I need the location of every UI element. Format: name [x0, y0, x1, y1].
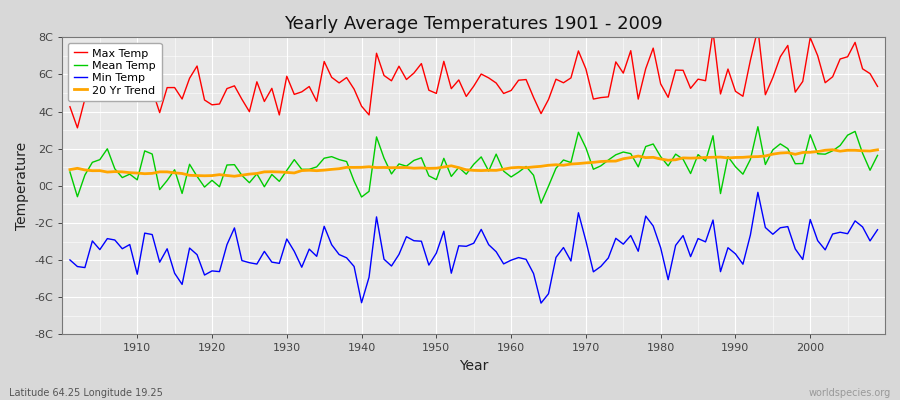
Max Temp: [752, 26, 763, 31]
Legend: Max Temp, Mean Temp, Min Temp, 20 Yr Trend: Max Temp, Mean Temp, Min Temp, 20 Yr Tre…: [68, 43, 162, 101]
20 Yr Trend: [513, 165, 524, 170]
Max Temp: [341, 75, 352, 80]
Mean Temp: [752, 124, 763, 129]
Mean Temp: [65, 170, 76, 174]
Mean Temp: [334, 157, 345, 162]
Mean Temp: [536, 201, 546, 206]
20 Yr Trend: [296, 168, 307, 173]
Min Temp: [752, 190, 763, 195]
Max Temp: [506, 88, 517, 93]
Line: Min Temp: Min Temp: [70, 192, 878, 303]
Line: Max Temp: Max Temp: [70, 29, 878, 128]
20 Yr Trend: [341, 165, 352, 170]
Min Temp: [289, 249, 300, 254]
Min Temp: [499, 262, 509, 266]
Mean Temp: [872, 153, 883, 158]
Mean Temp: [603, 158, 614, 162]
Max Temp: [131, 81, 142, 86]
Y-axis label: Temperature: Temperature: [15, 142, 29, 230]
Min Temp: [124, 242, 135, 247]
20 Yr Trend: [872, 148, 883, 152]
Max Temp: [872, 84, 883, 89]
Text: Latitude 64.25 Longitude 19.25: Latitude 64.25 Longitude 19.25: [9, 388, 163, 398]
Min Temp: [603, 256, 614, 260]
Max Temp: [603, 94, 614, 99]
Mean Temp: [289, 157, 300, 162]
X-axis label: Year: Year: [459, 359, 489, 373]
Min Temp: [65, 258, 76, 262]
Mean Temp: [124, 172, 135, 176]
Line: Mean Temp: Mean Temp: [70, 127, 878, 203]
20 Yr Trend: [229, 174, 239, 179]
20 Yr Trend: [603, 159, 614, 164]
Text: worldspecies.org: worldspecies.org: [809, 388, 891, 398]
Min Temp: [536, 301, 546, 306]
20 Yr Trend: [827, 147, 838, 152]
20 Yr Trend: [65, 167, 76, 172]
Max Temp: [65, 104, 76, 109]
Max Temp: [72, 126, 83, 130]
Mean Temp: [506, 174, 517, 179]
Max Temp: [296, 90, 307, 94]
20 Yr Trend: [124, 170, 135, 175]
Min Temp: [506, 258, 517, 262]
20 Yr Trend: [506, 166, 517, 170]
Title: Yearly Average Temperatures 1901 - 2009: Yearly Average Temperatures 1901 - 2009: [284, 15, 663, 33]
Max Temp: [513, 78, 524, 83]
Min Temp: [334, 252, 345, 257]
Mean Temp: [499, 169, 509, 174]
Min Temp: [872, 227, 883, 232]
Line: 20 Yr Trend: 20 Yr Trend: [70, 150, 878, 176]
